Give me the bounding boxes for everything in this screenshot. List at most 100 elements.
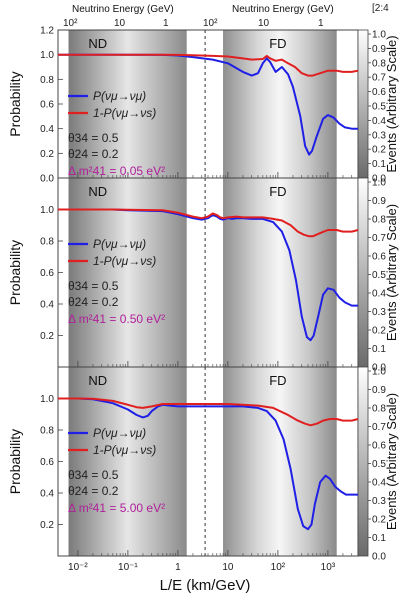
right-tick-label: 0.2 [372, 515, 386, 526]
right-tick-label: 0.9 [372, 196, 386, 207]
legend-entry: 1-P(νμ→νs) [93, 254, 156, 268]
right-tick-label: 0.1 [372, 344, 386, 355]
events-scale-bar [357, 29, 369, 179]
y-right-axis-label: Events (Arbitrary Scale) [384, 204, 399, 341]
right-tick-label: 0.9 [372, 385, 386, 396]
top-axis-label-left: Neutrino Energy (GeV) [72, 4, 174, 15]
x-tick-label: 1 [175, 562, 181, 573]
right-tick-label: 0.9 [372, 44, 386, 55]
left-tick-label: 0.2 [40, 331, 54, 342]
panel-1: 0.1 0.2 0.3 0.4 0.5 0.6 0.7 0.8 0.9 1.0 0.0 Events … [7, 26, 399, 185]
panel-3: 0.10.20.30.40.50.60.70.80.91.00.0Events … [7, 366, 399, 563]
region-label-fd: FD [269, 373, 286, 388]
param-theta34: θ34 = 0.5 [68, 131, 119, 145]
right-tick-label: 1.0 [372, 367, 386, 378]
right-tick-label: 0.2 [372, 326, 386, 337]
right-tick-label: 0.3 [372, 307, 386, 318]
param-theta24: θ24 = 0.2 [68, 295, 119, 309]
top-tick-right-10: 10 [258, 18, 270, 29]
region-label-nd: ND [88, 184, 107, 199]
series-line-p-mumu [58, 397, 358, 531]
right-tick-label: 0.5 [372, 270, 386, 281]
right-tick-label: 0.3 [372, 130, 386, 141]
right-tick-label: 0.7 [372, 73, 386, 84]
top-tick-left-10: 10 [114, 18, 126, 29]
param-dm41: Δ m²41 = 0.50 eV² [68, 312, 165, 326]
corner-mark: [2:4 [372, 3, 389, 14]
left-tick-label: 0.0 [40, 174, 54, 185]
right-tick-label: 1.0 [372, 178, 386, 189]
region-label-fd: FD [269, 184, 286, 199]
series-line-p-mumu [58, 208, 358, 342]
left-tick-label: 0.2 [40, 520, 54, 531]
right-tick-label: 0.6 [372, 87, 386, 98]
param-theta24: θ24 = 0.2 [68, 147, 119, 161]
legend-entry: P(νμ→νμ) [93, 237, 146, 251]
region-label-nd: ND [88, 36, 107, 51]
fd-band [223, 178, 337, 367]
y-right-axis-label: Events (Arbitrary Scale) [384, 393, 399, 530]
right-tick-label: 0.0 [372, 363, 386, 374]
right-tick-label: 0.4 [372, 289, 386, 300]
param-theta24: θ24 = 0.2 [68, 484, 119, 498]
x-tick-label: 10 [222, 562, 234, 573]
right-tick-label: 0.3 [372, 496, 386, 507]
right-tick-label: 0.5 [372, 459, 386, 470]
param-theta34: θ34 = 0.5 [68, 468, 119, 482]
y-right-axis-label: Events (Arbitrary Scale) [384, 35, 399, 172]
right-tick-label: 1.0 [372, 30, 386, 41]
right-tick-label: 0.2 [372, 145, 386, 156]
top-tick-right-1: 1 [318, 18, 324, 29]
x-tick-label: 10⁻² [68, 562, 88, 573]
right-tick-label: 0.6 [372, 441, 386, 452]
events-scale-bar [357, 366, 369, 557]
right-tick-label: 0.8 [372, 404, 386, 415]
left-tick-label: 1.0 [40, 205, 54, 216]
param-dm41: Δ m²41 = 5.00 eV² [68, 501, 165, 515]
left-tick-label: 1.2 [40, 26, 54, 37]
left-tick-label: 0.6 [40, 268, 54, 279]
legend-entry: 1-P(νμ→νs) [93, 106, 156, 120]
x-tick-label: 10⁻¹ [118, 562, 138, 573]
left-tick-label: 0.6 [40, 457, 54, 468]
left-tick-label: 0.8 [40, 75, 54, 86]
fd-band [223, 30, 337, 178]
right-tick-label: 0.1 [372, 533, 386, 544]
left-tick-label: 0.2 [40, 149, 54, 160]
right-tick-label: 0.0 [372, 174, 386, 185]
series-line-1-minus-p-mus [58, 208, 359, 238]
panel-2: 0.10.20.30.40.50.60.70.80.91.00.0Events … [7, 177, 399, 374]
region-label-fd: FD [269, 36, 286, 51]
top-tick-left-1: 1 [163, 18, 169, 29]
y-left-axis-label: Probability [7, 240, 23, 305]
series-line-1-minus-p-mus [58, 53, 359, 77]
events-scale-bar [357, 177, 369, 368]
param-theta34: θ34 = 0.5 [68, 279, 119, 293]
series-line-1-minus-p-mus [58, 397, 359, 427]
right-tick-label: 0.8 [372, 58, 386, 69]
left-tick-label: 1.0 [40, 50, 54, 61]
top-axis-label-right: Neutrino Energy (GeV) [232, 4, 334, 15]
left-tick-label: 0.4 [40, 489, 54, 500]
legend-entry: P(νμ→νμ) [93, 89, 146, 103]
left-tick-label: 0.8 [40, 426, 54, 437]
left-tick-label: 0.4 [40, 124, 54, 135]
right-tick-label: 0.5 [372, 102, 386, 113]
nd-band [68, 178, 187, 367]
region-label-nd: ND [88, 373, 107, 388]
x-tick-label: 10² [271, 562, 286, 573]
legend-entry: 1-P(νμ→νs) [93, 443, 156, 457]
left-tick-label: 0.6 [40, 100, 54, 111]
right-tick-label: 0.4 [372, 478, 386, 489]
right-tick-label: 0.6 [372, 252, 386, 263]
param-dm41: Δ m²41 = 0.05 eV² [68, 164, 165, 178]
right-tick-label: 0.7 [372, 233, 386, 244]
top-tick-right-100: 10² [203, 18, 218, 29]
top-tick-left-100: 10² [63, 18, 78, 29]
left-tick-label: 1.0 [40, 394, 54, 405]
right-tick-label: 0.7 [372, 422, 386, 433]
left-tick-label: 0.8 [40, 237, 54, 248]
x-tick-label: 10³ [321, 562, 336, 573]
right-tick-label: 0.0 [372, 552, 386, 563]
